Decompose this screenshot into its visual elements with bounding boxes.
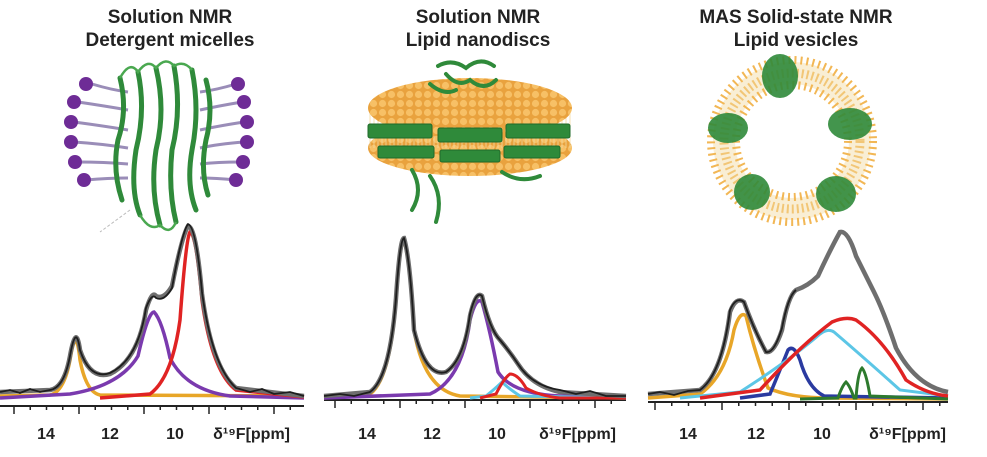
panel-3-tick-14: 14 bbox=[679, 426, 697, 443]
panel-3-spectrum-experimental bbox=[647, 289, 797, 396]
panel-3-tick-12: 12 bbox=[747, 426, 765, 443]
detergent-headgroups bbox=[64, 77, 254, 187]
panel-2-axis-label: δ¹⁹F[ppm] bbox=[539, 426, 616, 443]
panel-2-tick-14: 14 bbox=[358, 426, 376, 443]
panel-2-peak-orange bbox=[323, 238, 627, 400]
panel-2-title-line2: Lipid nanodiscs bbox=[405, 30, 551, 51]
vesicle-proteins bbox=[708, 54, 872, 212]
panel-3-title: MAS Solid-state NMR Lipid vesicles bbox=[636, 6, 956, 52]
spectrum-panel-3: 14 12 10 δ¹⁹F[ppm] bbox=[647, 229, 949, 443]
panel-3-spectrum-fit bbox=[647, 229, 949, 397]
panel-3-title-line2: Lipid vesicles bbox=[733, 30, 859, 51]
panel-2-spectrum-fit bbox=[323, 235, 627, 399]
panel-1-peak-orange bbox=[0, 339, 305, 398]
panel-3-title-line1: MAS Solid-state NMR bbox=[699, 7, 893, 28]
spectrum-panel-2: 14 12 10 δ¹⁹F[ppm] bbox=[323, 235, 627, 443]
panel-3-peak-red bbox=[699, 316, 949, 400]
panel-1-tick-12: 12 bbox=[101, 426, 119, 443]
panel-2-tick-12: 12 bbox=[423, 426, 441, 443]
panel-2-spectrum-experimental bbox=[323, 237, 626, 397]
nanodisc-illustration bbox=[367, 59, 572, 224]
panel-1-title: Solution NMR Detergent micelles bbox=[10, 6, 330, 52]
panel-2-title-line1: Solution NMR bbox=[415, 7, 541, 28]
panel-1-title-line2: Detergent micelles bbox=[85, 30, 255, 51]
nanodisc-protein bbox=[410, 59, 542, 224]
panel-1-tick-14: 14 bbox=[37, 426, 55, 443]
panel-3-peak-green bbox=[799, 365, 949, 401]
panel-1-peak-purple bbox=[0, 310, 305, 400]
panel-2-peak-red bbox=[479, 372, 626, 400]
panel-1-peak-red bbox=[99, 230, 305, 400]
membrane-protein-helices bbox=[113, 63, 213, 228]
panel-1-spectrum-experimental bbox=[0, 222, 305, 397]
panel-2-peak-purple bbox=[323, 299, 627, 400]
panel-1-title-line1: Solution NMR bbox=[107, 7, 233, 28]
panel-1-spectrum-fit bbox=[0, 223, 305, 399]
micelle-illustration bbox=[64, 60, 254, 233]
spectrum-panel-1: 14 12 10 δ¹⁹F[ppm] bbox=[0, 222, 305, 443]
panel-1-tick-10: 10 bbox=[166, 426, 184, 443]
panel-3-peak-blue bbox=[739, 346, 949, 400]
panel-2-title: Solution NMR Lipid nanodiscs bbox=[318, 6, 638, 52]
panel-2-tick-10: 10 bbox=[488, 426, 506, 443]
panel-3-tick-10: 10 bbox=[813, 426, 831, 443]
panel-3-peak-cyan bbox=[679, 328, 949, 400]
panel-3-axis-label: δ¹⁹F[ppm] bbox=[869, 426, 946, 443]
scaffold-protein-belt bbox=[367, 123, 571, 163]
membrane-protein-loops bbox=[99, 60, 193, 233]
panel-3-peak-orange bbox=[647, 312, 949, 401]
panel-1-axis-label: δ¹⁹F[ppm] bbox=[213, 426, 290, 443]
vesicle-illustration bbox=[707, 54, 877, 226]
